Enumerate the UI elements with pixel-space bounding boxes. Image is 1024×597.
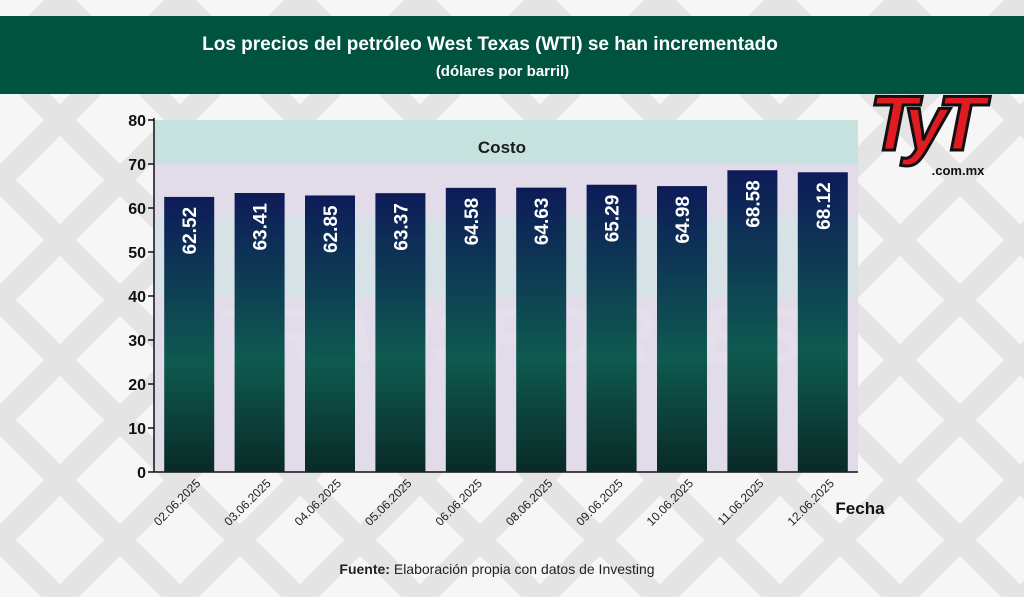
bar-value-label: 64.58 (462, 198, 483, 246)
bar-value-label: 64.63 (532, 198, 553, 246)
bar-value-label: 65.29 (603, 195, 624, 243)
x-tick-label: 04.06.2025 (292, 476, 345, 529)
source-text: Elaboración propia con datos de Investin… (389, 561, 655, 577)
x-tick-label: 03.06.2025 (221, 476, 274, 529)
series-label-band (154, 120, 858, 164)
x-tick-label: 12.06.2025 (785, 476, 838, 529)
logo-domain: .com.mx (932, 163, 986, 178)
x-tick-label: 06.06.2025 (433, 476, 486, 529)
bar (657, 186, 707, 472)
bar-value-label: 62.85 (321, 205, 342, 253)
logo-text: TyT (869, 79, 991, 167)
bar (797, 172, 848, 472)
x-tick-label: 02.06.2025 (151, 476, 204, 529)
bar-value-label: 68.58 (743, 180, 764, 228)
bar-value-label: 64.98 (673, 196, 694, 244)
title-banner (0, 16, 1024, 94)
source-label: Fuente: (339, 561, 390, 577)
series-label: Costo (478, 138, 526, 157)
tyt-logo: TyT .com.mx (868, 78, 992, 179)
bar-value-label: 63.41 (251, 203, 272, 251)
y-tick-label: 60 (128, 201, 146, 218)
x-tick-label: 08.06.2025 (503, 476, 556, 529)
bar-value-label: 63.37 (391, 203, 412, 251)
watermark-text: TRANSPORTES (216, 291, 804, 379)
bar (727, 170, 778, 473)
x-tick-label: 11.06.2025 (715, 476, 767, 528)
y-tick-label: 70 (128, 157, 146, 174)
y-tick-label: 0 (137, 465, 146, 482)
chart-subtitle: (dólares por barril) (435, 63, 570, 80)
x-tick-label: 05.06.2025 (362, 476, 415, 529)
bar (164, 196, 215, 473)
bar (234, 192, 285, 472)
y-tick-label: 20 (128, 377, 146, 394)
source-note: Fuente: Elaboración propia con datos de … (0, 561, 994, 577)
bar-value-label: 62.52 (180, 207, 201, 255)
bar-value-label: 68.12 (814, 182, 835, 230)
bar (305, 195, 355, 472)
chart-title: Los precios del petróleo West Texas (WTI… (202, 34, 778, 55)
y-tick-label: 40 (128, 289, 146, 306)
x-tick-label: 09.06.2025 (573, 476, 626, 529)
bar (516, 187, 567, 473)
y-tick-label: 80 (128, 113, 146, 130)
y-tick-label: 50 (128, 245, 146, 262)
y-tick-label: 30 (128, 333, 146, 350)
bar (445, 187, 496, 472)
x-tick-label: 10.06.2025 (644, 476, 697, 529)
bar (586, 184, 637, 472)
bar (375, 193, 426, 472)
x-axis-title: Fecha (835, 499, 885, 518)
y-tick-label: 10 (128, 421, 146, 438)
